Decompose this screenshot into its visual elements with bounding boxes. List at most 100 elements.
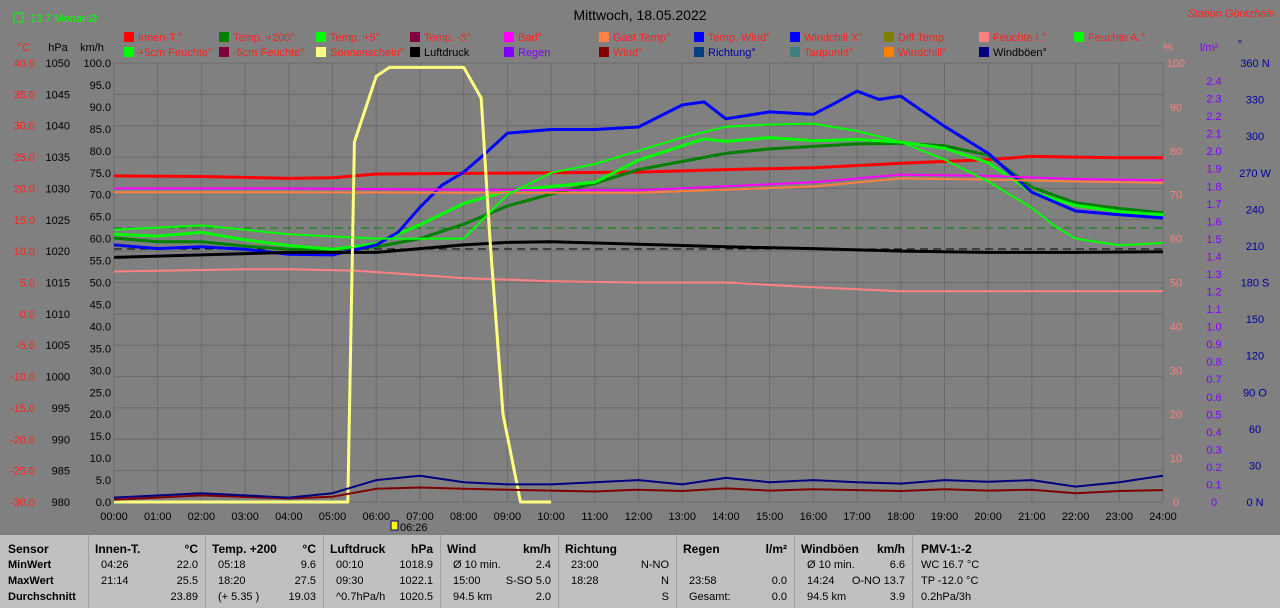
time-tick-label: 19:00 [931, 511, 959, 523]
stat-min-value: 9.6 [300, 559, 316, 571]
direction-tick-label: 240 [1246, 204, 1264, 216]
humidity-tick-label: 100 [1167, 58, 1185, 70]
stat-title: Richtung [565, 542, 617, 556]
stat-max-value: N [661, 575, 669, 587]
stat-row-max: MaxWert [8, 575, 54, 587]
time-tick-label: 11:00 [581, 511, 608, 523]
stat-pmv-r3: 0.2hPa/3h [921, 591, 972, 603]
wind-tick-label: 35.0 [90, 343, 111, 355]
pressure-tick-label: 1005 [46, 340, 70, 352]
temp-tick-label: -20.0 [10, 434, 35, 446]
rain-tick-label: 0.5 [1206, 409, 1221, 421]
pressure-tick-label: 995 [52, 403, 70, 415]
stat-min-value: N-NO [640, 559, 669, 571]
legend-swatch [410, 47, 420, 57]
stat-unit: hPa [410, 542, 433, 556]
legend-swatch [1074, 32, 1084, 42]
stat-avg-value: S [661, 591, 669, 603]
humidity-unit: % [1163, 42, 1173, 54]
legend-item: Luftdruck [424, 47, 470, 59]
rain-tick-label: 0.8 [1206, 357, 1221, 369]
legend-swatch [124, 32, 134, 42]
rain-tick-label: 1.4 [1206, 251, 1221, 263]
pressure-tick-label: 980 [52, 497, 70, 509]
legend-item: Richtung° [708, 47, 756, 59]
pressure-tick-label: 1010 [46, 309, 70, 321]
direction-tick-label: 210 [1246, 241, 1264, 253]
stat-pmv-r2: TP -12.0 °C [921, 575, 979, 587]
temp-tick-label: 0.0 [20, 309, 35, 321]
legend-swatch [979, 32, 989, 42]
legend-item: Windchill X° [804, 32, 863, 44]
rain-tick-label: 1.1 [1206, 304, 1221, 316]
stat-sensor-title: Sensor [8, 542, 49, 556]
wind-tick-label: 100.0 [83, 58, 111, 70]
legend-swatch [410, 32, 420, 42]
stat-title: Temp. +200 [212, 542, 277, 556]
station-name: Station Göritzhain [1188, 8, 1275, 20]
stat-avg-value: 2.0 [535, 591, 551, 603]
wind-tick-label: 55.0 [90, 256, 111, 268]
stat-pmv: PMV-1:-2 WC 16.7 °C TP -12.0 °C 0.2hPa/3h [912, 535, 1280, 608]
temp-tick-label: -5.0 [16, 340, 35, 352]
stat-unit: °C [184, 542, 198, 556]
pressure-tick-label: 1040 [46, 121, 70, 133]
stat-avg-value: 0.0 [771, 591, 787, 603]
chart-title: Mittwoch, 18.05.2022 [573, 7, 706, 23]
time-tick-label: 07:00 [406, 511, 434, 523]
humidity-tick-label: 0 [1173, 497, 1179, 509]
wind-tick-label: 60.0 [90, 234, 111, 246]
rain-tick-label: 2.2 [1206, 111, 1221, 123]
series-line-innen-t [113, 154, 1163, 180]
legend-swatch [790, 47, 800, 57]
legend-swatch [694, 47, 704, 57]
month-avg-checkbox[interactable] [13, 12, 24, 23]
wind-tick-label: 10.0 [90, 453, 111, 465]
legend-item: Sonnenschein° [330, 47, 404, 59]
legend-item: Temp. +200° [233, 32, 295, 44]
stat-title: Luftdruck [330, 542, 386, 556]
legend-swatch [599, 32, 609, 42]
pressure-tick-label: 1030 [46, 183, 70, 195]
stat-title: Windböen [801, 542, 859, 556]
stat-min-time: 04:26 [101, 559, 129, 571]
stat-avg-value: 19.03 [288, 591, 316, 603]
legend-item: +5cm Feuchte° [138, 47, 212, 59]
legend-swatch [316, 32, 326, 42]
sunrise-label: 06:26 [400, 522, 428, 534]
wind-tick-label: 45.0 [90, 299, 111, 311]
humidity-tick-label: 80 [1170, 146, 1182, 158]
temp-tick-label: -10.0 [10, 372, 35, 384]
pressure-tick-label: 1045 [46, 89, 70, 101]
pressure-tick-label: 1000 [46, 372, 70, 384]
time-tick-label: 03:00 [231, 511, 259, 523]
pressure-tick-label: 1020 [46, 246, 70, 258]
wind-tick-label: 30.0 [90, 365, 111, 377]
stat-title: Innen-T. [95, 542, 141, 556]
humidity-tick-label: 70 [1170, 190, 1182, 202]
direction-tick-label: 150 [1246, 314, 1264, 326]
time-tick-label: 21:00 [1018, 511, 1046, 523]
temp-tick-label: 25.0 [14, 152, 35, 164]
series-line-sonnenschein [114, 65, 552, 504]
legend-item: Windböen° [993, 47, 1047, 59]
legend-item: Bad° [518, 32, 542, 44]
direction-tick-label: 90 O [1243, 387, 1267, 399]
series-line-bad [114, 173, 1164, 192]
stat-min-time: 23:00 [571, 559, 599, 571]
wind-unit: km/h [80, 42, 104, 54]
stat-richtung: Richtung 23:00 N-NO 18:28 N S [558, 535, 677, 608]
wind-tick-label: 95.0 [90, 80, 111, 92]
stat-luftdruck: Luftdruck hPa 00:10 1018.9 09:30 1022.1 ^0.7hP… [323, 535, 441, 608]
legend-item: Gast Temp° [613, 32, 670, 44]
legend-item: Wind° [613, 47, 642, 59]
rain-tick-label: 1.9 [1206, 164, 1221, 176]
pressure-tick-label: 1035 [46, 152, 70, 164]
stat-unit: l/m² [765, 542, 787, 556]
humidity-tick-label: 40 [1170, 321, 1182, 333]
time-tick-label: 00:00 [100, 511, 128, 523]
time-tick-label: 02:00 [188, 511, 216, 523]
legend-item: Innen-T.° [138, 32, 182, 44]
stat-min-value: 22.0 [176, 559, 198, 571]
stat-unit: °C [302, 542, 316, 556]
